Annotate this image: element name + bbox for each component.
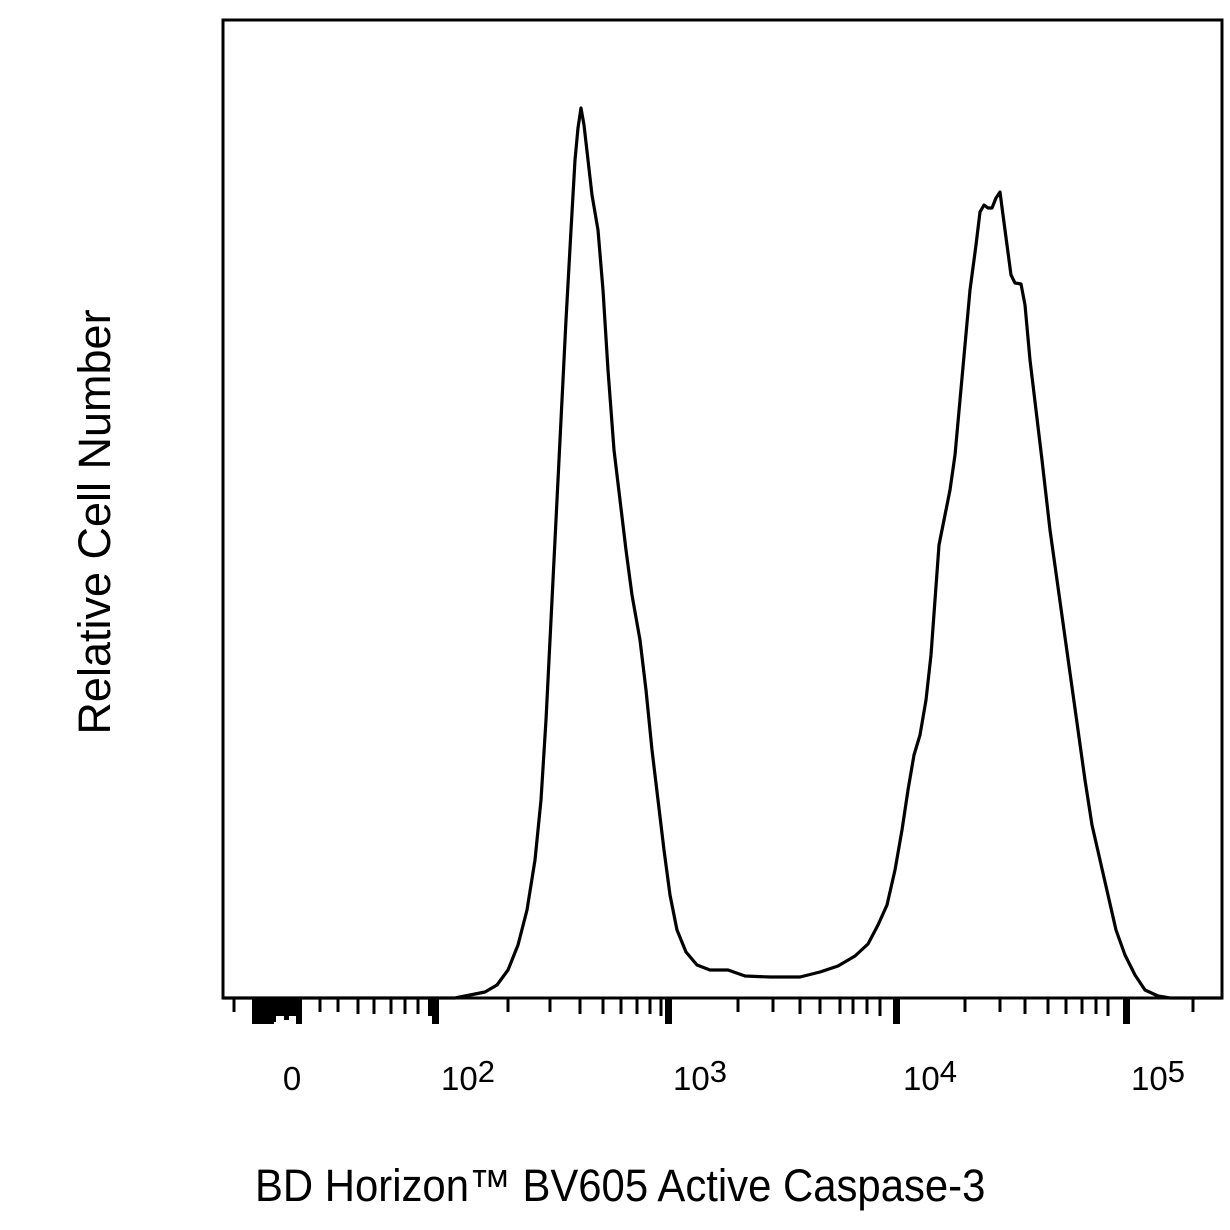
y-axis-title: Relative Cell Number bbox=[69, 309, 120, 735]
plot-frame bbox=[221, 18, 1224, 1000]
histogram-curve bbox=[223, 106, 1222, 1000]
x-tick-label-10e5: 105 bbox=[1131, 1054, 1185, 1097]
x-tick-label-0: 0 bbox=[282, 1060, 302, 1097]
x-tick-label-10e2: 102 bbox=[441, 1054, 495, 1097]
x-tick-label-10e3: 103 bbox=[673, 1054, 727, 1097]
x-tick-label-10e4: 104 bbox=[903, 1054, 957, 1097]
x-axis-ticks bbox=[232, 998, 1195, 1024]
x-axis-title: BD Horizon™ BV605 Active Caspase-3 bbox=[255, 1160, 986, 1211]
